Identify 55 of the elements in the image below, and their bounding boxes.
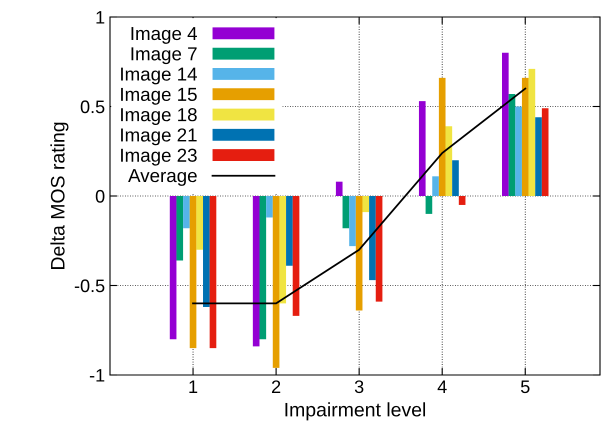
bar (252, 196, 260, 346)
legend-label: Image 15 (121, 88, 197, 105)
legend-label: Image 23 (121, 148, 197, 166)
y-tick-label: 0.5 (80, 100, 104, 114)
bar (196, 196, 204, 250)
bar (515, 106, 522, 196)
bar (259, 196, 266, 340)
bar (279, 196, 286, 304)
bar (446, 126, 452, 196)
bar (458, 196, 466, 205)
bar (183, 196, 190, 228)
x-axis-title: Impairment level (285, 402, 426, 420)
bar (438, 78, 446, 196)
x-tick-label: 3 (354, 380, 364, 394)
legend-label: Image 14 (121, 68, 198, 84)
x-tick-label: 1 (189, 380, 198, 393)
bar (272, 196, 280, 368)
bar (508, 94, 516, 196)
bar (522, 78, 529, 196)
y-tick-label: 0 (96, 190, 104, 203)
legend-label: Image 4 (132, 27, 197, 44)
y-tick-label: -0.5 (74, 279, 104, 292)
bar (528, 68, 536, 196)
x-tick-label: 5 (520, 380, 530, 394)
bar (542, 108, 549, 196)
bar (369, 196, 376, 280)
bar (336, 182, 343, 196)
x-tick-label: 4 (438, 380, 447, 393)
bar (502, 52, 509, 196)
bar (286, 196, 293, 266)
bar (356, 196, 362, 311)
legend-label: Image 18 (121, 108, 197, 126)
legend-label: Image 21 (121, 128, 197, 146)
bar (376, 196, 382, 302)
y-axis-title: Delta MOS rating (50, 122, 68, 269)
bar (176, 196, 184, 260)
bar (418, 101, 426, 196)
bar (432, 176, 439, 196)
bar (170, 196, 176, 340)
y-tick-label: 1 (96, 11, 104, 24)
bar (203, 196, 210, 307)
bar (349, 196, 356, 246)
bar (452, 160, 459, 196)
bar (210, 196, 216, 348)
legend-label: Image 7 (132, 47, 197, 64)
bar (426, 196, 432, 214)
bar (190, 196, 196, 348)
bar (342, 196, 350, 228)
bar (266, 196, 273, 218)
x-tick-label: 2 (272, 380, 280, 393)
bar (292, 196, 300, 316)
legend-label: Average (128, 169, 197, 186)
bar (535, 117, 542, 196)
y-tick-label: -1 (90, 369, 104, 382)
bar (362, 196, 370, 212)
